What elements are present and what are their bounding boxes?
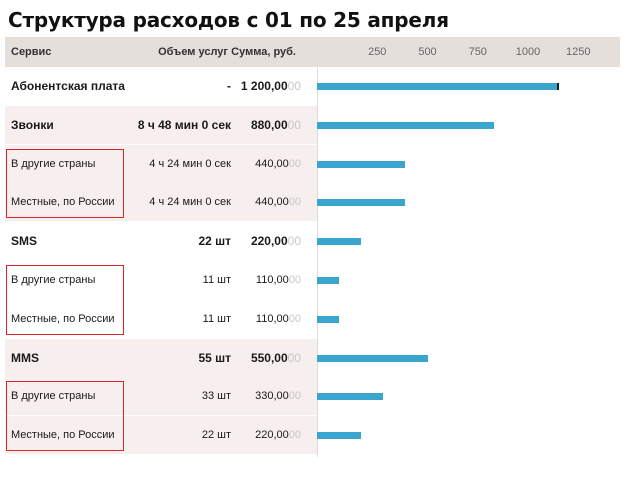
service-name: Местные, по России xyxy=(11,196,115,209)
table-row: Абонентская плата -1 200,0000 xyxy=(5,67,317,105)
amount-trailing-digits: 00 xyxy=(288,157,301,170)
table-row: В другие страны 11 шт 110,0000 xyxy=(5,261,317,299)
amount-bar xyxy=(317,276,340,284)
header-service: Сервис xyxy=(11,46,52,58)
amount-value: 220,00 xyxy=(250,234,288,249)
amount-value: 440,00 xyxy=(255,196,289,209)
service-volume: 11 шт xyxy=(202,274,231,286)
service-name: Местные, по России xyxy=(11,312,115,325)
service-volume: 33 шт xyxy=(201,390,231,403)
service-name: Звонки xyxy=(11,117,54,132)
amount-value: 220,00 xyxy=(255,429,289,442)
header-volume: Объем услуг xyxy=(158,46,228,58)
amount-value: 880,00 xyxy=(250,117,288,132)
amount-bar xyxy=(317,432,362,440)
header-sum: Сумма, руб. xyxy=(231,46,296,58)
amount-bar xyxy=(317,199,406,207)
amount-trailing-digits: 00 xyxy=(287,117,301,132)
service-amount: 880,0000 xyxy=(251,106,301,144)
service-amount: 220,0000 xyxy=(251,222,301,260)
column-divider xyxy=(317,67,318,457)
amount-trailing-digits: 00 xyxy=(287,234,301,249)
table-row: В другие страны 33 шт 330,0000 xyxy=(5,377,317,416)
service-volume: 4 ч 24 мин 0 сек xyxy=(149,196,231,209)
amount-value: 110,00 xyxy=(255,312,289,325)
service-amount: 110,0000 xyxy=(256,300,301,338)
amount-trailing-digits: 00 xyxy=(287,79,301,93)
service-amount: 110,0000 xyxy=(256,261,301,299)
bar-end-marker xyxy=(557,82,560,90)
service-name: В другие страны xyxy=(11,157,96,170)
table-row: Звонки 8 ч 48 мин 0 сек 880,0000 xyxy=(5,105,317,144)
table-header: Сервис Объем услуг Сумма, руб. 250 500 750… xyxy=(5,37,620,67)
amount-bar xyxy=(317,354,428,362)
service-name: MMS xyxy=(11,350,39,365)
amount-bar xyxy=(317,160,406,168)
service-amount: 1 200,0000 xyxy=(241,67,301,105)
service-amount: 440,0000 xyxy=(255,183,301,221)
service-volume: 22 шт xyxy=(198,234,231,249)
table-row: MMS 55 шт 550,0000 xyxy=(5,338,317,377)
service-amount: 550,0000 xyxy=(251,339,301,377)
service-amount: 220,0000 xyxy=(255,416,301,454)
axis-tick-750: 750 xyxy=(468,46,487,58)
service-name: В другие страны xyxy=(11,390,96,403)
table-row: Местные, по России 11 шт 110,0000 xyxy=(5,300,317,338)
amount-value: 330,00 xyxy=(255,390,289,403)
amount-trailing-digits: 00 xyxy=(288,274,301,286)
amount-bar xyxy=(317,121,494,129)
amount-value: 550,00 xyxy=(250,350,288,365)
axis-tick-500: 500 xyxy=(418,46,437,58)
service-volume: 55 шт xyxy=(198,350,231,365)
subitem-highlight-box xyxy=(6,148,124,219)
axis-tick-1250: 1250 xyxy=(566,46,591,58)
amount-trailing-digits: 00 xyxy=(288,390,301,403)
service-amount: 330,0000 xyxy=(255,377,301,415)
subitem-highlight-box xyxy=(6,381,124,451)
page-title: Структура расходов с 01 по 25 апреля xyxy=(8,8,449,32)
amount-bar xyxy=(317,393,384,401)
amount-bar xyxy=(317,82,559,90)
service-name: SMS xyxy=(11,234,38,249)
service-volume: 8 ч 48 мин 0 сек xyxy=(137,117,231,132)
table-row: Местные, по России 4 ч 24 мин 0 сек 440,00… xyxy=(5,183,317,222)
amount-trailing-digits: 00 xyxy=(287,350,301,365)
chart-area xyxy=(317,67,620,457)
service-name: В другие страны xyxy=(11,274,96,286)
axis-tick-250: 250 xyxy=(368,46,387,58)
service-volume: 22 шт xyxy=(201,429,231,442)
amount-bar xyxy=(317,315,340,323)
table-row: Местные, по России 22 шт 220,0000 xyxy=(5,416,317,455)
amount-trailing-digits: 00 xyxy=(288,312,301,325)
subitem-highlight-box xyxy=(6,265,124,335)
expense-table: Сервис Объем услуг Сумма, руб. 250 500 750… xyxy=(5,37,620,457)
amount-value: 1 200,00 xyxy=(240,79,288,93)
service-name: Абонентская плата xyxy=(11,79,125,93)
amount-value: 440,00 xyxy=(255,157,289,170)
amount-value: 110,00 xyxy=(255,274,289,286)
amount-trailing-digits: 00 xyxy=(288,196,301,209)
service-amount: 440,0000 xyxy=(255,145,301,183)
table-row: В другие страны 4 ч 24 мин 0 сек 440,0000 xyxy=(5,144,317,183)
service-volume: - xyxy=(227,79,231,93)
amount-bar xyxy=(317,238,362,246)
service-name: Местные, по России xyxy=(11,429,115,442)
axis-tick-1000: 1000 xyxy=(515,46,541,58)
service-volume: 4 ч 24 мин 0 сек xyxy=(149,157,231,170)
table-row: SMS 22 шт 220,0000 xyxy=(5,222,317,260)
service-volume: 11 шт xyxy=(202,312,231,325)
amount-trailing-digits: 00 xyxy=(288,429,301,442)
